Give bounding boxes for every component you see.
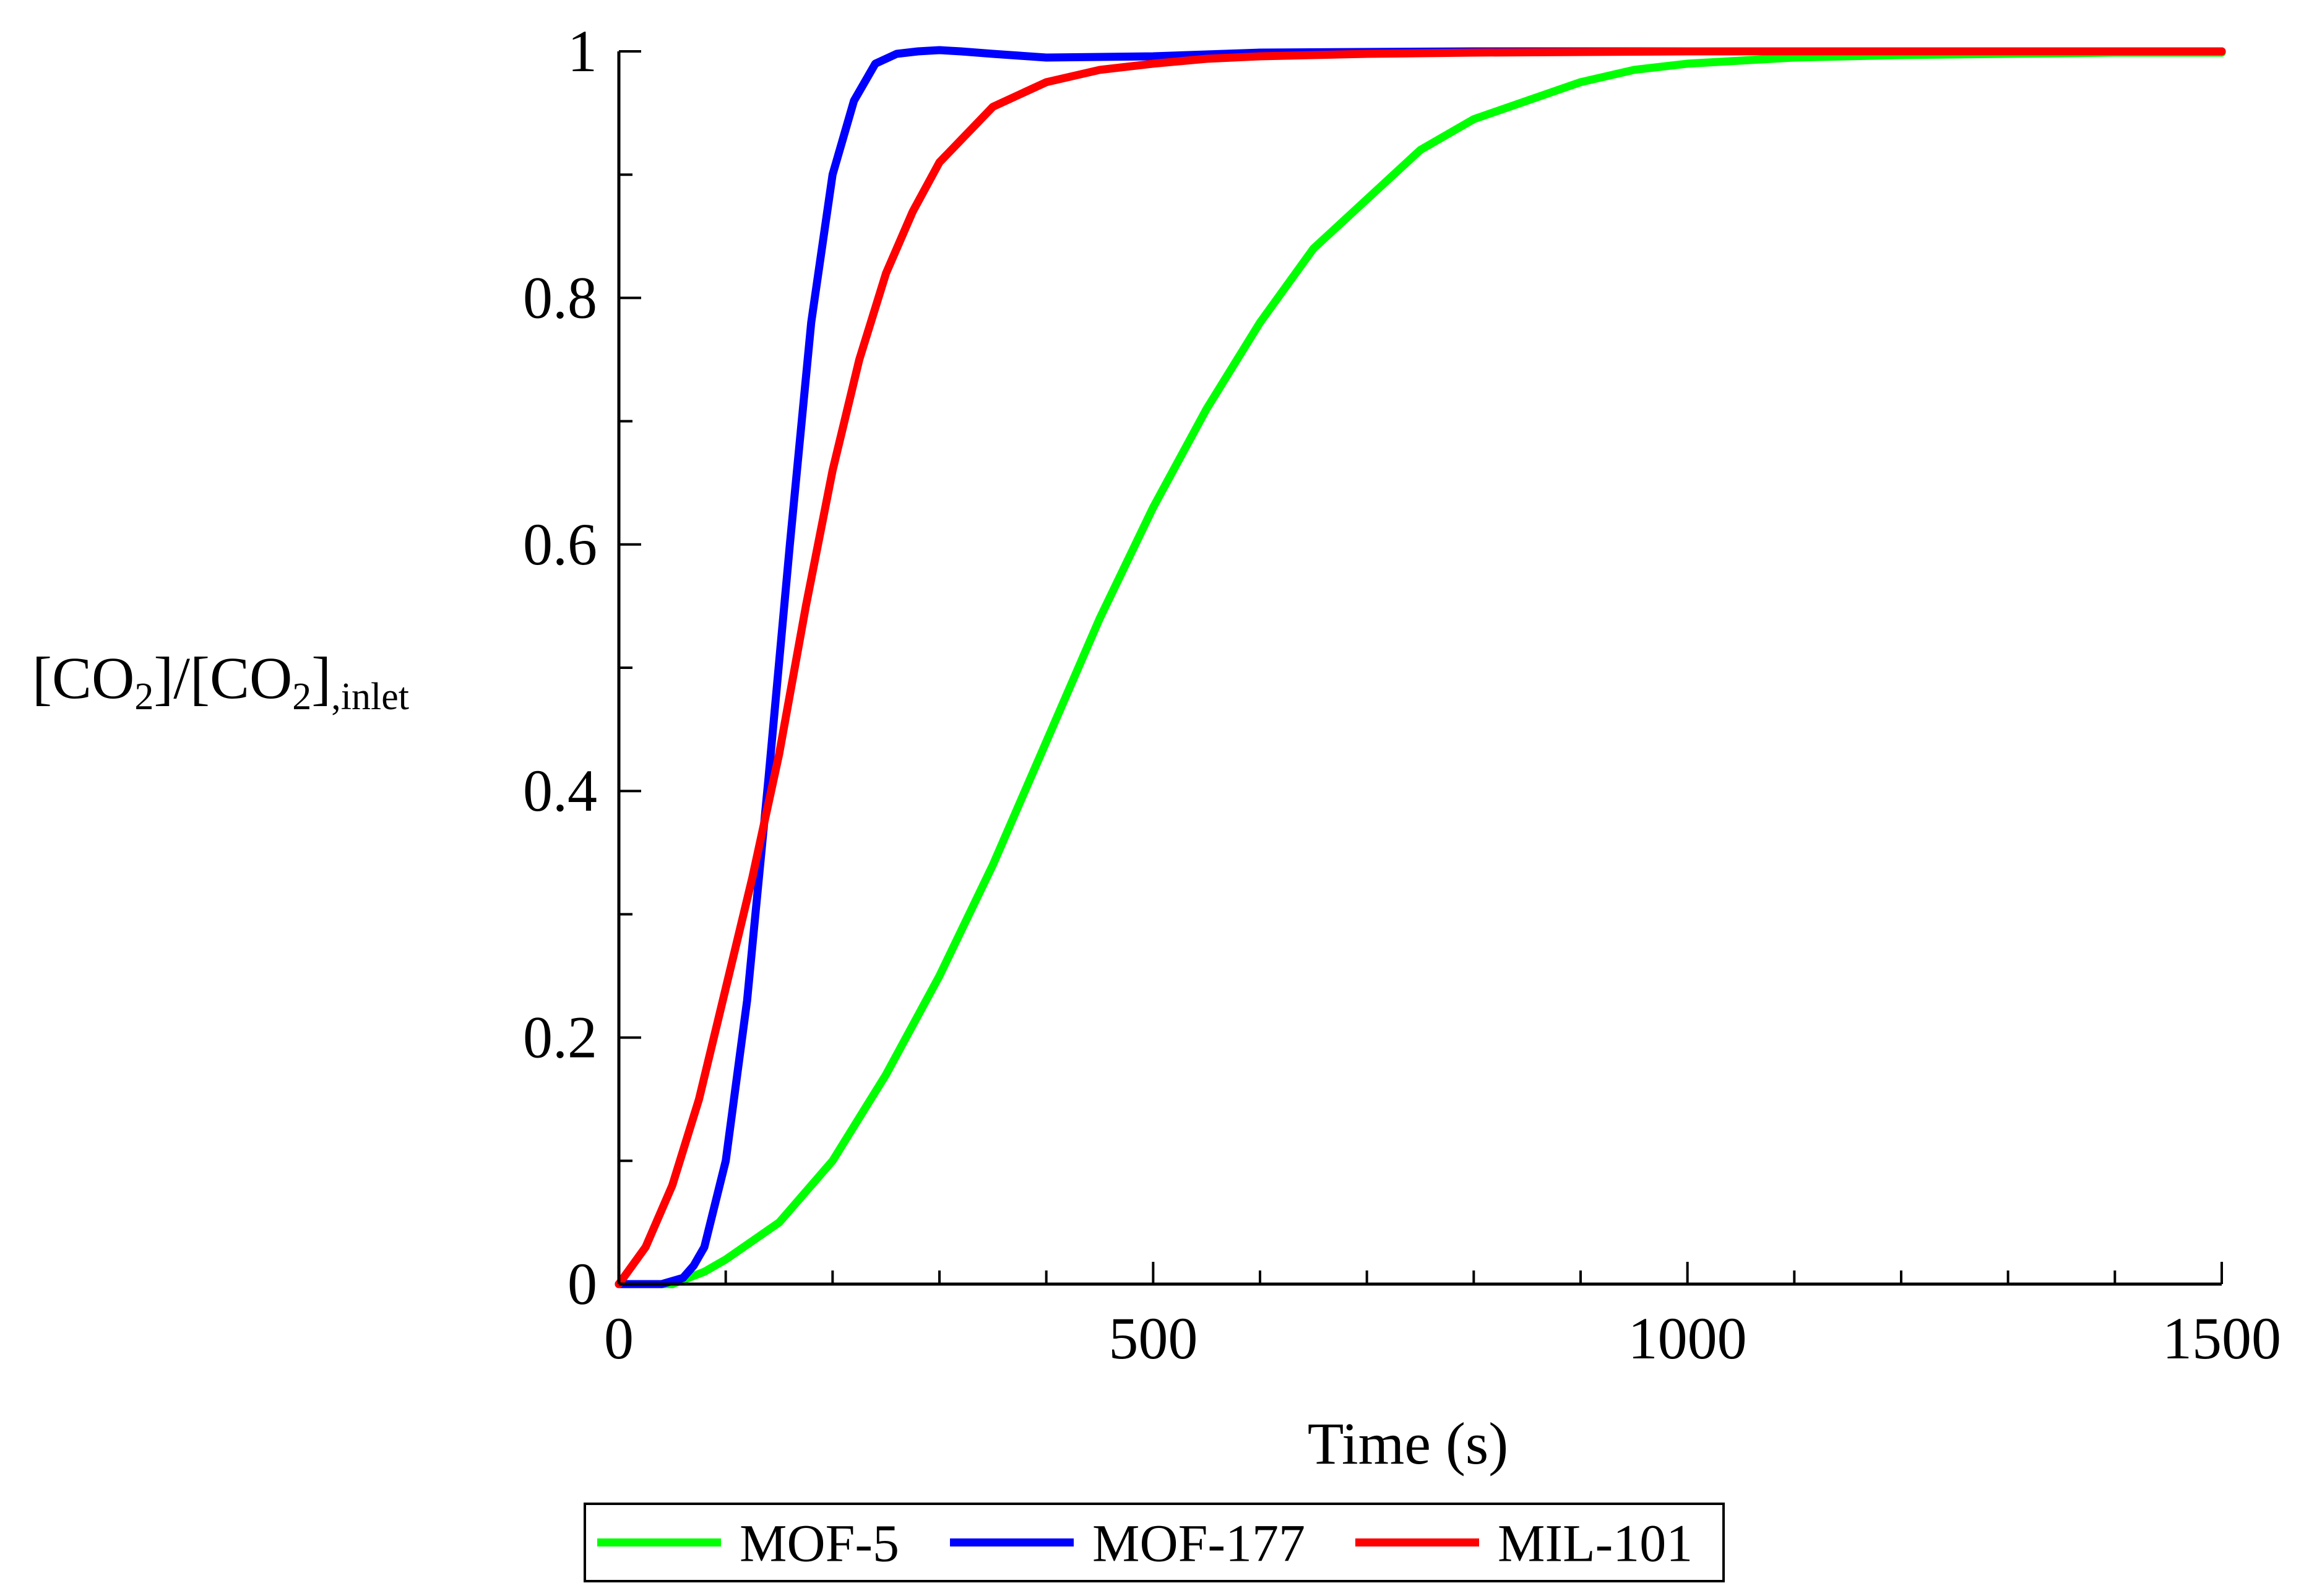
legend-label-mil-101: MIL-101 <box>1498 1514 1693 1573</box>
y-axis-label: [CO2]/[CO2],inlet <box>32 645 409 718</box>
series-line-mof-5 <box>615 48 2226 1288</box>
x-tick-label: 0 <box>604 1305 634 1371</box>
series-line-mil-101 <box>615 47 2226 1288</box>
x-tick-label: 500 <box>1108 1305 1198 1371</box>
legend-label-mof-177: MOF-177 <box>1092 1514 1305 1573</box>
series-line-mof-177 <box>615 46 2226 1288</box>
y-tick-label: 0.6 <box>523 511 597 577</box>
y-tick-label: 0 <box>568 1251 597 1317</box>
y-axis-title: [CO2]/[CO2],inlet <box>32 645 409 718</box>
legend-label-mof-5: MOF-5 <box>740 1514 899 1573</box>
x-tick-label: 1500 <box>2162 1305 2281 1371</box>
y-tick-label: 0.8 <box>523 264 597 330</box>
y-tick-label: 0.4 <box>523 757 597 824</box>
y-tick-label: 1 <box>568 18 597 84</box>
y-tick-label: 0.2 <box>523 1004 597 1071</box>
x-axis-title: Time (s) <box>1308 1410 1509 1477</box>
legend-box <box>584 1503 1725 1582</box>
x-tick-label: 1000 <box>1628 1305 1747 1371</box>
